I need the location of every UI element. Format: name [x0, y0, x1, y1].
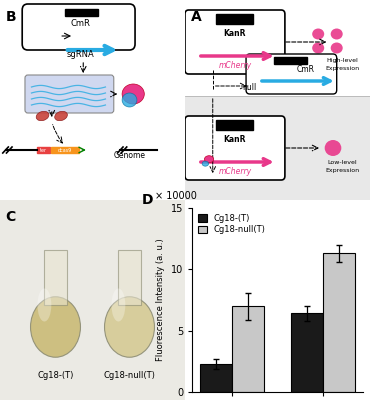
Ellipse shape — [55, 111, 67, 121]
Ellipse shape — [30, 297, 81, 357]
Legend: Cg18-(T), Cg18-null(T): Cg18-(T), Cg18-null(T) — [196, 212, 267, 236]
Y-axis label: Fluorescence Intensity (a. u.): Fluorescence Intensity (a. u.) — [157, 239, 165, 361]
Text: Cg18-(T): Cg18-(T) — [37, 372, 74, 380]
Text: dcas9: dcas9 — [58, 148, 72, 152]
Text: sgRNA: sgRNA — [67, 50, 94, 59]
Bar — [216, 14, 253, 24]
Bar — [37, 147, 50, 153]
Text: × 10000: × 10000 — [155, 191, 197, 201]
Bar — [118, 250, 141, 305]
Text: Expression: Expression — [325, 66, 359, 71]
Ellipse shape — [325, 140, 342, 156]
Text: Genome: Genome — [114, 151, 145, 160]
Bar — [185, 96, 370, 200]
Text: High-level: High-level — [326, 58, 358, 63]
Text: null: null — [243, 82, 257, 92]
Ellipse shape — [205, 156, 214, 163]
Text: Cg18-null(T): Cg18-null(T) — [104, 372, 155, 380]
Ellipse shape — [312, 28, 324, 40]
Text: C: C — [6, 210, 16, 224]
Ellipse shape — [37, 288, 51, 322]
Text: Low-level: Low-level — [327, 160, 357, 165]
Text: CmR: CmR — [71, 20, 90, 28]
Bar — [232, 306, 264, 392]
Bar — [51, 147, 79, 153]
Text: CmR: CmR — [296, 66, 314, 74]
Bar — [274, 57, 307, 64]
Bar — [291, 314, 323, 392]
Text: D: D — [141, 193, 153, 207]
Bar — [200, 364, 232, 392]
FancyBboxPatch shape — [246, 54, 337, 94]
Bar — [323, 253, 355, 392]
FancyBboxPatch shape — [185, 10, 285, 74]
Ellipse shape — [312, 42, 324, 54]
Text: B: B — [6, 10, 16, 24]
Text: Expression: Expression — [325, 168, 359, 173]
Ellipse shape — [331, 42, 343, 54]
Ellipse shape — [105, 297, 155, 357]
Bar — [216, 120, 253, 130]
FancyBboxPatch shape — [185, 116, 285, 180]
FancyBboxPatch shape — [22, 4, 135, 50]
FancyBboxPatch shape — [25, 75, 114, 113]
Text: mCherry: mCherry — [218, 167, 252, 176]
Text: ter: ter — [40, 148, 47, 152]
Bar — [185, 0, 370, 96]
Ellipse shape — [36, 111, 49, 121]
Text: mCherry: mCherry — [218, 61, 252, 70]
Ellipse shape — [122, 93, 137, 107]
Text: KanR: KanR — [224, 29, 246, 38]
Text: KanR: KanR — [224, 135, 246, 144]
Bar — [44, 250, 67, 305]
Ellipse shape — [331, 28, 343, 40]
Text: A: A — [191, 10, 201, 24]
Bar — [65, 9, 98, 16]
Ellipse shape — [122, 84, 144, 104]
Ellipse shape — [111, 288, 125, 322]
Ellipse shape — [202, 161, 209, 166]
